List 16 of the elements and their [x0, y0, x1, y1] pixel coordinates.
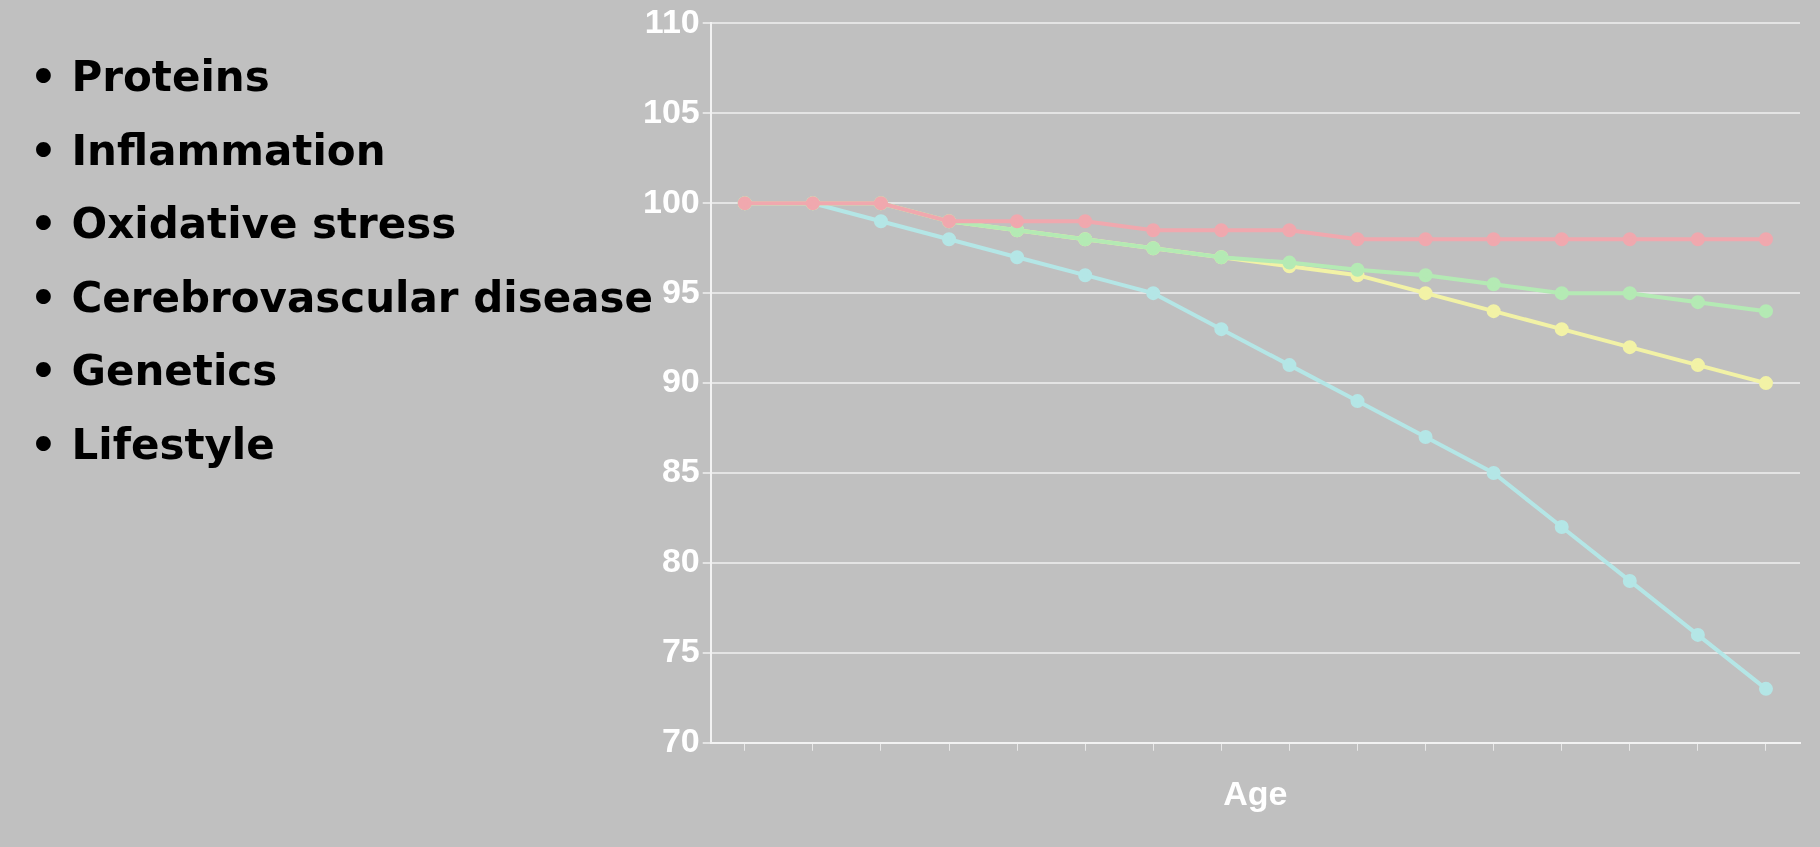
y-tick-label: 90 [661, 361, 700, 400]
y-tick-label: 75 [661, 631, 700, 670]
y-tick-label: 105 [642, 91, 700, 130]
text: • Inflammation [30, 124, 387, 177]
text: • Proteins [30, 51, 271, 103]
text: • Oxidative stress [30, 198, 458, 250]
y-tick-label: 110 [644, 1, 700, 40]
y-tick-label: 85 [661, 451, 700, 490]
y-tick-label: 80 [661, 541, 700, 580]
y-tick-label: 100 [642, 181, 700, 220]
text: • Cerebrovascular disease [30, 271, 653, 324]
text: • Lifestyle [30, 418, 276, 471]
x-axis-title: Age [1223, 773, 1288, 812]
text: • Genetics [30, 345, 279, 397]
y-tick-label: 70 [661, 721, 700, 760]
y-tick-label: 95 [661, 271, 700, 310]
